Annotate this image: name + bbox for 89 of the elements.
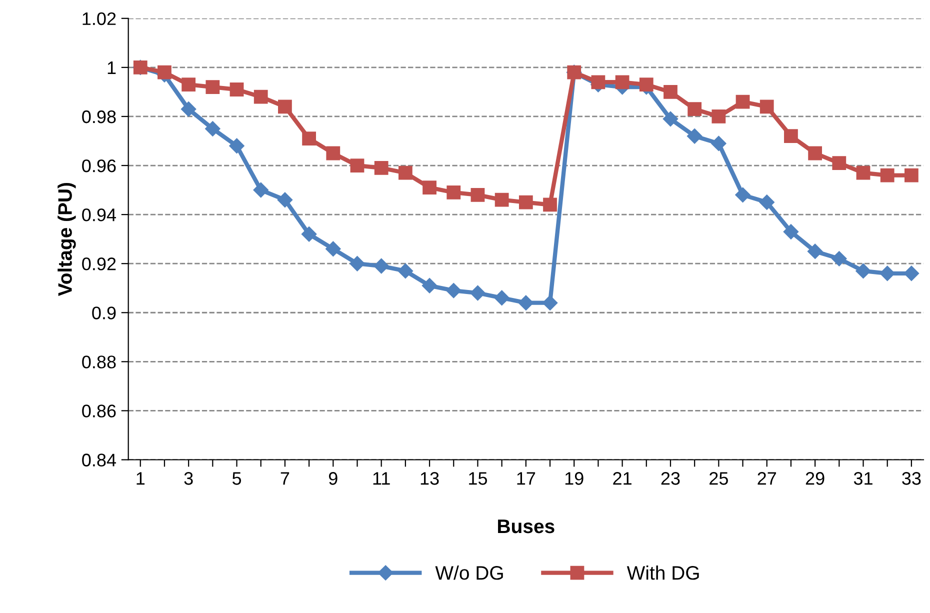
point [904,266,920,281]
point [639,78,654,92]
point [470,285,486,301]
point [326,146,340,160]
point [542,295,558,310]
point [736,94,750,109]
point [301,226,317,242]
point [182,78,196,92]
y-tick-label: 0.98 [82,110,116,124]
point [374,258,389,274]
y-tick-label: 1.02 [82,12,116,26]
point [278,100,292,114]
x-tick-label: 27 [758,472,776,485]
y-tick-label: 0.9 [92,306,116,320]
point [591,75,606,90]
x-tick-label: 23 [661,472,680,485]
point [615,75,630,90]
y-tick-label: 1 [108,62,116,74]
point [230,82,244,96]
point [350,256,365,272]
x-tick-label: 25 [710,472,728,485]
point [446,282,462,298]
x-tick-label: 5 [232,472,242,485]
y-tick-label: 0.88 [82,356,116,368]
point [688,102,702,116]
x-tick-label: 15 [469,472,488,485]
point [784,129,798,144]
y-tick-label: 0.92 [82,258,116,270]
point [904,168,918,182]
x-tick-label: 31 [854,472,872,485]
point [470,188,485,202]
point [350,158,364,172]
point [254,90,268,104]
point [712,110,726,124]
point [229,138,244,154]
point [832,156,846,170]
point [783,224,799,240]
x-axis-title: Buses [498,520,554,534]
point [277,192,293,208]
point [711,136,726,152]
point [760,100,774,114]
point [664,85,678,99]
x-tick-label: 21 [613,472,632,485]
point [253,182,268,198]
point [687,128,702,144]
point [880,168,894,182]
point [543,198,557,212]
point [662,111,678,126]
point [759,194,774,210]
point [374,161,388,175]
x-tick-label: 33 [902,472,921,485]
point [518,295,534,310]
x-tick-label: 7 [280,472,290,485]
x-tick-label: 13 [420,472,439,485]
point [856,263,871,279]
x-tick-label: 11 [373,472,390,485]
point [807,244,823,259]
point [398,166,412,180]
x-tick-label: 9 [328,472,338,485]
point [518,195,533,210]
y-axis-title: Voltage (PU) [58,182,76,296]
point [422,180,436,195]
legend-label: W/o DG [435,566,503,580]
y-tick-label: 0.94 [82,208,116,222]
x-tick-label: 1 [136,472,145,485]
point [422,278,438,294]
point [205,121,220,136]
point [880,266,895,281]
legend-label: With DG [626,566,699,580]
point [181,102,196,117]
point [494,290,510,306]
point [446,186,461,200]
point [856,166,870,180]
point [494,192,509,207]
point [206,80,220,94]
point [832,251,847,266]
point [326,241,341,256]
point [398,263,414,279]
x-tick-label: 29 [806,472,824,485]
point [735,187,750,203]
y-tick-label: 0.86 [82,404,116,418]
y-tick-label: 0.96 [82,159,116,172]
x-tick-label: 17 [517,472,536,485]
point [808,146,822,160]
x-tick-label: 19 [565,472,584,485]
point [302,132,316,146]
point [158,65,172,80]
x-tick-label: 3 [184,472,193,485]
y-tick-label: 0.84 [82,454,116,466]
